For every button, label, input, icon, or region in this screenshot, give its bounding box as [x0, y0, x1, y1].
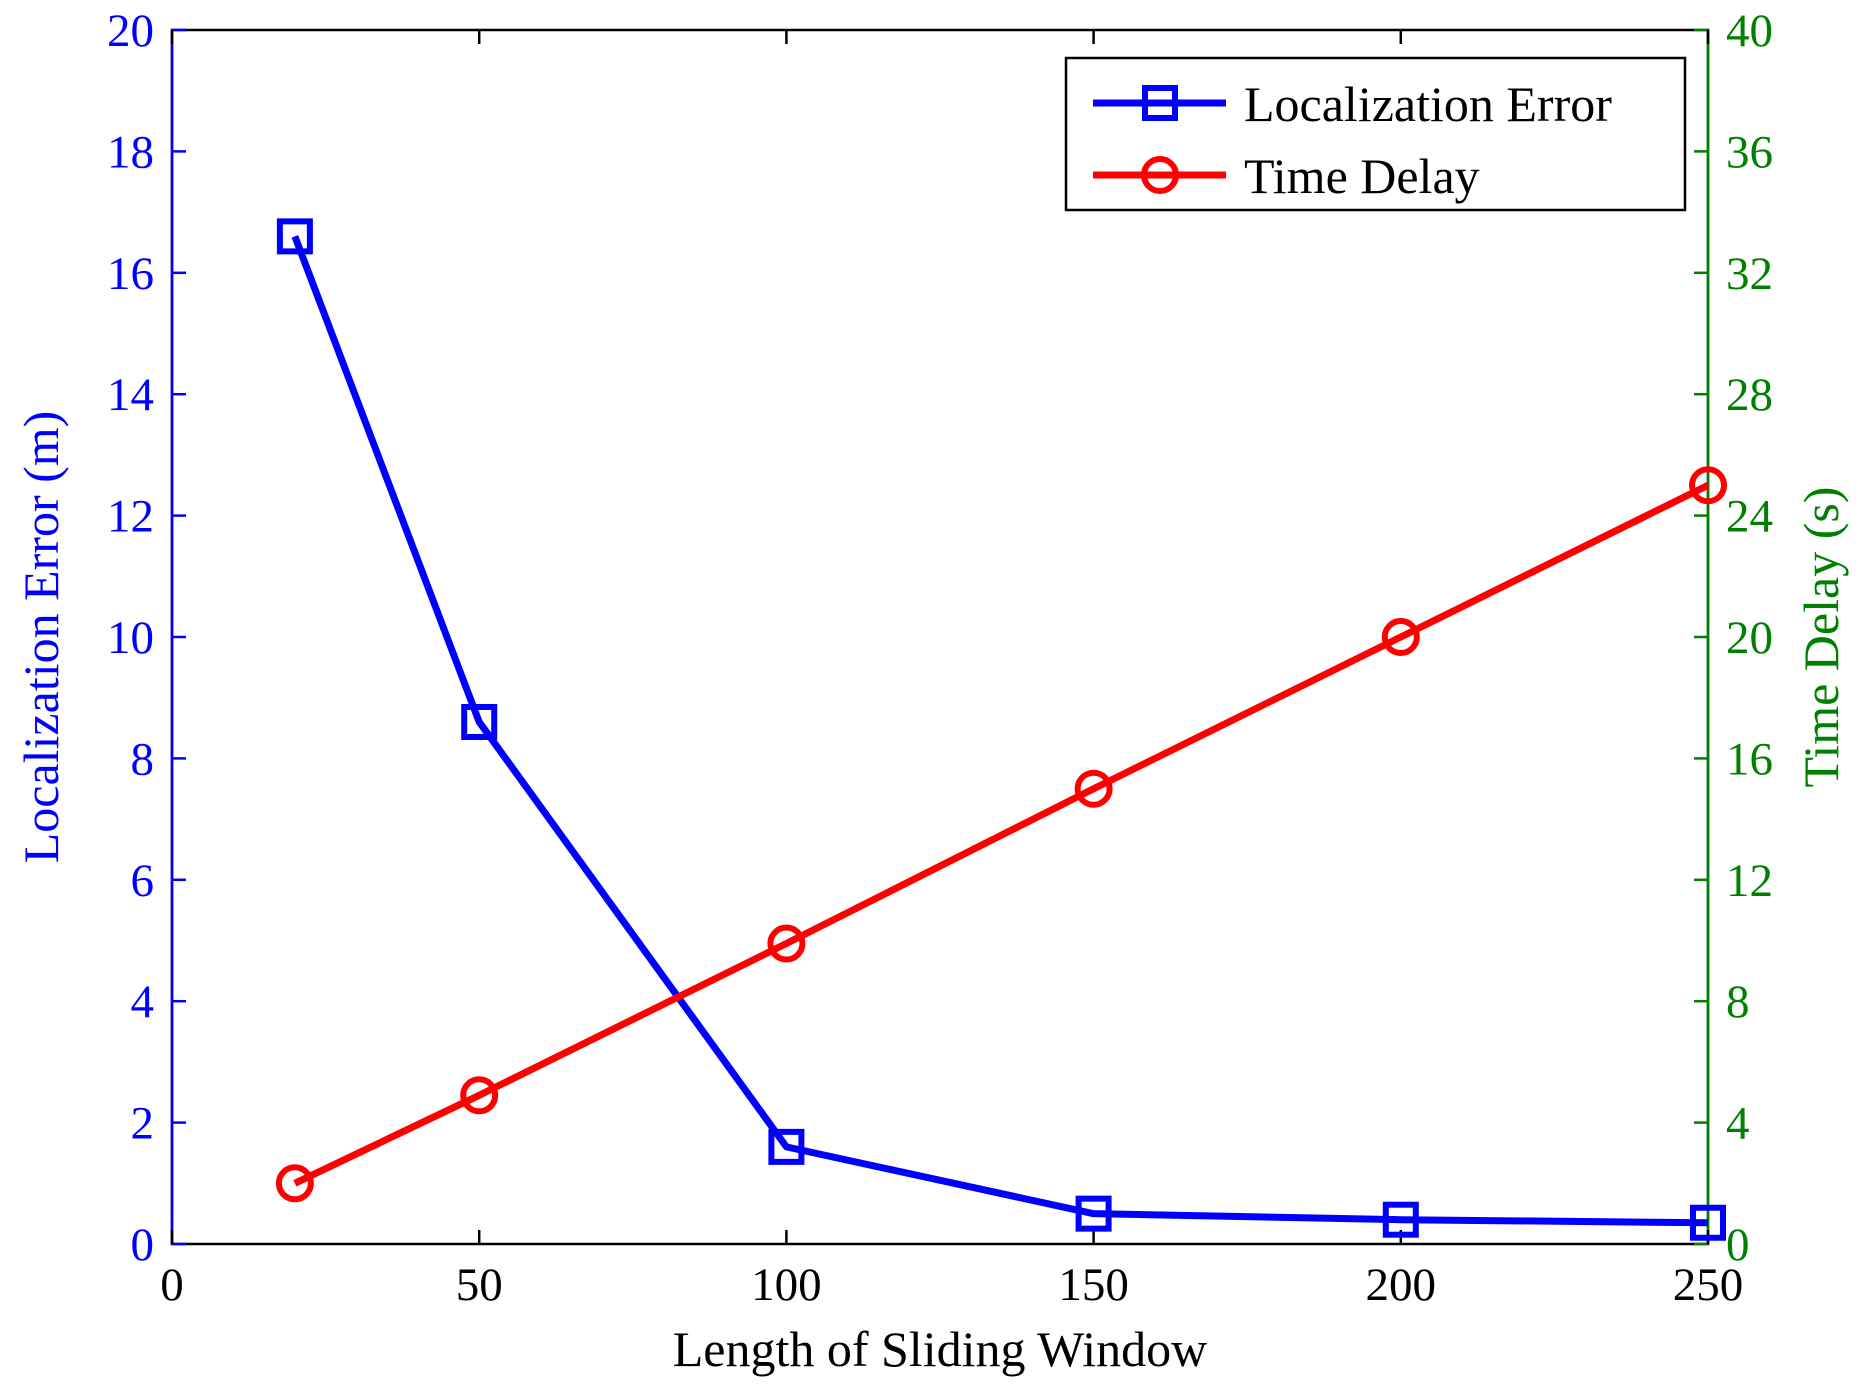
y-left-tick-label: 4 — [131, 976, 155, 1028]
x-tick-label: 50 — [456, 1259, 503, 1311]
x-tick-label: 100 — [751, 1259, 822, 1311]
series-layer — [275, 218, 1727, 1241]
x-tick-label: 200 — [1366, 1259, 1437, 1311]
data-point-square — [276, 218, 313, 255]
y-axis-right-title: Time Delay (s) — [1793, 487, 1849, 788]
y-left-tick-label: 20 — [107, 5, 154, 57]
y-left-tick-label: 2 — [131, 1098, 155, 1150]
x-tick-label: 250 — [1673, 1259, 1744, 1311]
y-left-tick-label: 10 — [107, 612, 154, 664]
data-point-circle — [1689, 466, 1727, 505]
y-right-tick-label: 36 — [1726, 126, 1773, 178]
series-line-localization-error — [291, 235, 1709, 1227]
data-point-circle — [460, 1076, 499, 1115]
data-point-circle — [1381, 618, 1420, 656]
legend: Localization Error Time Delay — [1064, 56, 1687, 212]
x-axis-title: Length of Sliding Window — [673, 1321, 1208, 1377]
data-point-circle — [275, 1164, 314, 1203]
y-right-tick-label: 16 — [1726, 733, 1773, 785]
y-right-tick-label: 0 — [1726, 1219, 1750, 1271]
legend-marker-square — [1142, 85, 1178, 121]
y-right-tick-label: 28 — [1726, 369, 1773, 421]
series-line-time-delay — [293, 482, 1710, 1187]
y-left-tick-label: 12 — [107, 491, 154, 543]
y-right-tick-label: 12 — [1726, 855, 1773, 907]
x-tick-label: 150 — [1058, 1259, 1129, 1311]
y-left-tick-label: 16 — [107, 248, 154, 300]
y-left-tick-label: 8 — [131, 733, 155, 785]
y-left-tick-label: 14 — [107, 369, 154, 421]
y-left-tick-label: 0 — [131, 1219, 155, 1271]
y-right-tick-label: 4 — [1726, 1098, 1750, 1150]
data-point-square — [1075, 1195, 1112, 1232]
y-right-tick-label: 8 — [1726, 976, 1750, 1028]
data-point-square — [461, 703, 498, 740]
data-point-square — [768, 1128, 805, 1165]
legend-label-time-delay: Time Delay — [1244, 148, 1480, 204]
y-axis-left-title: Localization Error (m) — [13, 411, 69, 864]
y-right-tick-label: 24 — [1726, 491, 1773, 543]
y-right-tick-label: 40 — [1726, 5, 1773, 57]
x-tick-label: 0 — [160, 1259, 184, 1311]
data-point-square — [1690, 1204, 1726, 1241]
data-point-circle — [767, 924, 806, 963]
plot-area — [170, 28, 1710, 1246]
data-point-circle — [1074, 769, 1113, 808]
y-left-tick-label: 18 — [107, 126, 154, 178]
y-right-tick-label: 20 — [1726, 612, 1773, 664]
y-right-tick-label: 32 — [1726, 248, 1773, 300]
y-left-tick-label: 6 — [131, 855, 155, 907]
legend-label-localization-error: Localization Error — [1244, 76, 1612, 132]
data-point-square — [1382, 1201, 1419, 1238]
legend-marker-circle — [1141, 156, 1179, 194]
